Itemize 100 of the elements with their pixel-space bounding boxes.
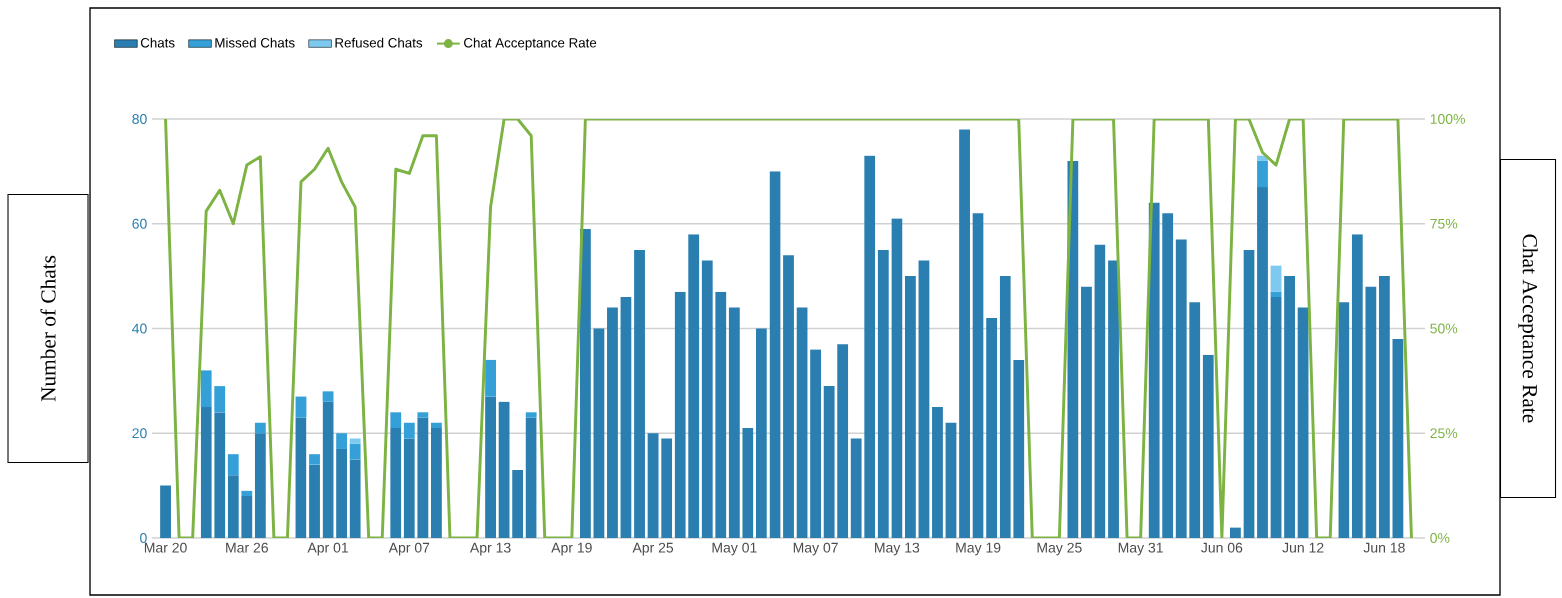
bar	[959, 129, 970, 538]
bar	[485, 396, 496, 538]
bar	[823, 386, 835, 538]
bar	[1162, 213, 1174, 538]
bar	[1094, 244, 1106, 538]
bar	[349, 443, 361, 460]
bar	[810, 349, 822, 538]
legend-label: Chats	[140, 37, 175, 48]
bar	[850, 438, 862, 538]
x-tick-label: Jun 18	[1363, 542, 1405, 553]
bar	[1013, 359, 1025, 538]
bar	[796, 307, 808, 538]
y2-tick-label: 50%	[1430, 323, 1458, 334]
bar	[1270, 297, 1282, 538]
legend-label: Chat Acceptance Rate	[464, 37, 597, 51]
bar	[1270, 265, 1282, 292]
bar	[512, 469, 524, 538]
x-tick-label: Mar 26	[226, 542, 268, 553]
bar	[701, 260, 713, 538]
bar	[525, 412, 537, 418]
bar	[904, 276, 916, 538]
y2-tick-label: 75%	[1430, 218, 1458, 229]
y-tick-label: 0	[140, 533, 147, 543]
bar	[498, 401, 510, 538]
bar	[403, 422, 415, 439]
legend-label: Refused Chats	[335, 37, 423, 48]
bar	[999, 276, 1011, 538]
bar	[769, 171, 781, 538]
bar	[593, 328, 605, 538]
bar	[390, 428, 402, 538]
bar	[1378, 276, 1390, 538]
bar	[403, 438, 415, 538]
x-tick-label: Jun 06	[1201, 542, 1243, 553]
bar	[783, 255, 794, 538]
bar	[417, 412, 429, 418]
bar	[309, 454, 320, 465]
bar	[1202, 354, 1214, 538]
bar	[200, 407, 212, 538]
bar	[322, 401, 334, 538]
bar	[837, 344, 849, 538]
bar	[891, 218, 903, 538]
bar	[241, 496, 253, 538]
y-tick-label: 20	[132, 428, 147, 439]
bar	[688, 234, 700, 538]
bar	[620, 297, 632, 538]
bar	[1338, 302, 1350, 538]
bar	[742, 428, 754, 538]
bar	[295, 417, 307, 538]
bar	[1392, 338, 1404, 538]
bar	[336, 448, 348, 538]
bar	[972, 213, 984, 538]
bar	[200, 370, 212, 408]
bar	[1297, 307, 1309, 538]
x-tick-label: Apr 13	[469, 542, 511, 556]
bar	[1081, 286, 1092, 538]
bar	[986, 318, 998, 538]
y2-tick-label: 100%	[1430, 114, 1466, 124]
y-tick-label: 60	[132, 218, 147, 229]
x-tick-label: May 25	[1037, 542, 1082, 556]
x-tick-label: May 01	[712, 542, 757, 556]
bar	[214, 386, 226, 413]
bar	[417, 417, 429, 538]
bar	[674, 291, 686, 538]
bar	[227, 475, 239, 538]
bar	[715, 291, 727, 538]
bar	[485, 359, 496, 397]
bar	[322, 391, 334, 402]
bar	[1284, 276, 1295, 538]
bar	[1067, 160, 1079, 538]
bar	[254, 433, 266, 538]
y-axis-title: Number of Chats	[40, 255, 56, 402]
bar	[349, 459, 361, 538]
bar	[430, 422, 442, 428]
y2-tick-label: 25%	[1430, 428, 1458, 439]
y-tick-label: 80	[132, 114, 147, 124]
bar	[918, 260, 930, 538]
bar	[1257, 187, 1268, 538]
bar	[607, 307, 618, 538]
bar	[728, 307, 740, 538]
x-tick-label: May 19	[956, 542, 1001, 556]
bar	[945, 422, 957, 538]
bar	[1108, 260, 1119, 538]
x-tick-label: Jun 12	[1282, 542, 1324, 553]
bar	[756, 328, 767, 538]
bar	[160, 485, 171, 538]
bar	[1351, 234, 1363, 538]
bar	[1175, 239, 1187, 538]
bar	[579, 228, 591, 538]
bar	[661, 438, 673, 538]
bar	[227, 454, 239, 476]
bar	[525, 417, 537, 538]
bar	[336, 433, 348, 449]
bar	[1229, 527, 1241, 538]
x-tick-label: May 31	[1118, 542, 1163, 556]
bar	[254, 422, 266, 434]
bar	[1365, 286, 1377, 538]
y2-tick-label: 0%	[1430, 533, 1450, 543]
y2-axis-title: Chat Acceptance Rate	[1518, 234, 1538, 423]
x-tick-label: May 13	[875, 542, 920, 556]
x-tick-label: Apr 01	[307, 542, 348, 556]
